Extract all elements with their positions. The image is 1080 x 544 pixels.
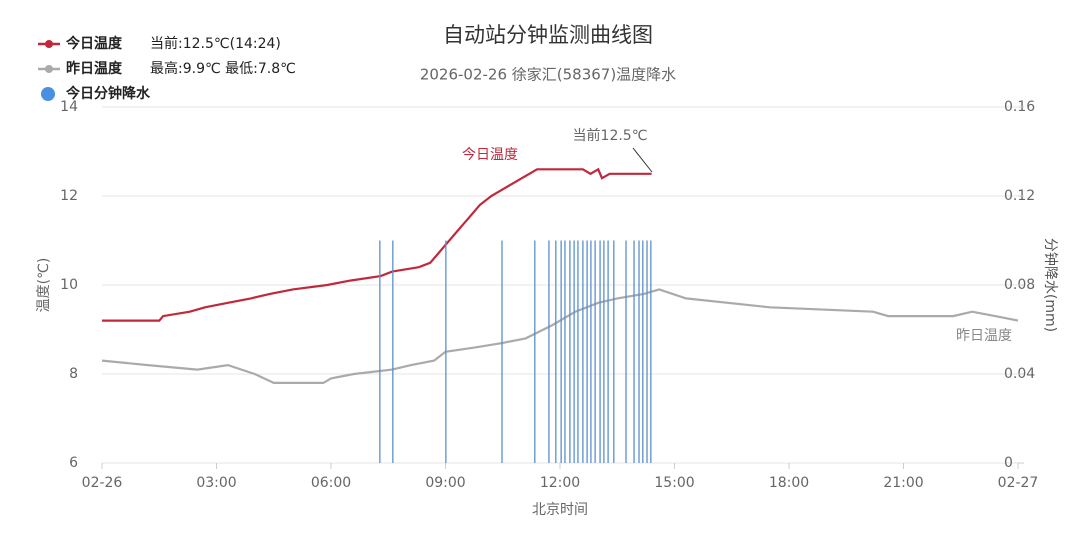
legend-note: 最高:9.9℃ 最低:7.8℃: [150, 60, 296, 77]
x-tick-label: 06:00: [311, 475, 351, 491]
x-tick-label: 02-26: [82, 475, 123, 491]
temperature-line: [102, 167, 652, 322]
legend-marker: [45, 40, 53, 48]
annotation: 当前12.5℃: [573, 127, 648, 144]
legend-label: 昨日温度: [66, 60, 123, 77]
legend-label: 今日分钟降水: [65, 85, 151, 102]
y-tick-label: 12: [60, 188, 78, 204]
chart-title: 自动站分钟监测曲线图: [443, 23, 653, 47]
annotation-pointer: [632, 147, 653, 173]
x-tick-label: 09:00: [425, 475, 465, 491]
y-axis-title: 温度(℃): [36, 258, 52, 313]
x-tick-label: 18:00: [769, 475, 809, 491]
legend-note: 当前:12.5℃(14:24): [150, 35, 281, 52]
line-label: 昨日温度: [956, 328, 1012, 344]
legend-marker: [41, 87, 55, 101]
x-tick-label: 02-27: [998, 475, 1039, 491]
x-axis-title: 北京时间: [532, 502, 588, 518]
y2-tick-label: 0: [1004, 455, 1013, 471]
y-tick-label: 10: [60, 277, 78, 293]
legend-marker: [45, 65, 53, 73]
y-tick-label: 14: [60, 99, 78, 115]
legend-label: 今日温度: [65, 35, 123, 52]
y-tick-label: 8: [69, 366, 78, 382]
y-tick-label: 6: [69, 455, 78, 471]
x-tick-label: 12:00: [540, 475, 580, 491]
line-label: 今日温度: [462, 147, 518, 163]
y2-axis-title: 分钟降水(mm): [1042, 238, 1059, 332]
chart-subtitle: 2026-02-26 徐家汇(58367)温度降水: [420, 66, 676, 84]
x-tick-label: 15:00: [654, 475, 694, 491]
x-tick-label: 03:00: [196, 475, 236, 491]
temperature-line: [101, 288, 1019, 384]
x-tick-label: 21:00: [883, 475, 923, 491]
